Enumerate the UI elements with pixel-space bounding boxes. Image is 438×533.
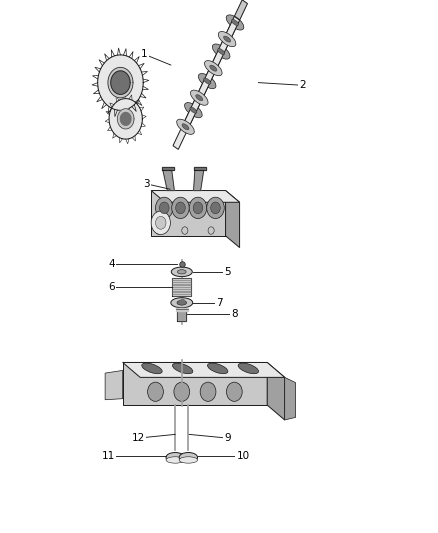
Circle shape [148,382,163,401]
Polygon shape [123,362,267,405]
Polygon shape [226,191,240,247]
Circle shape [172,197,189,219]
Ellipse shape [166,457,184,463]
Ellipse shape [223,36,231,42]
Ellipse shape [238,363,258,374]
Polygon shape [117,109,134,129]
Text: 11: 11 [102,451,115,461]
Text: 6: 6 [108,282,115,292]
Circle shape [182,227,188,235]
Ellipse shape [208,363,228,374]
Ellipse shape [205,61,222,76]
Circle shape [207,197,224,219]
Polygon shape [176,308,188,311]
Circle shape [176,202,185,214]
Text: 7: 7 [215,298,223,308]
Ellipse shape [142,363,162,374]
Ellipse shape [177,119,194,134]
Circle shape [208,227,214,235]
Ellipse shape [212,44,230,59]
Ellipse shape [179,453,198,462]
Circle shape [200,382,216,401]
Ellipse shape [190,107,197,113]
Polygon shape [177,309,186,321]
Text: 5: 5 [224,267,231,277]
Ellipse shape [204,78,211,84]
Polygon shape [98,55,143,110]
Text: 9: 9 [224,433,231,443]
Polygon shape [108,67,133,98]
Ellipse shape [191,90,208,105]
Polygon shape [151,191,240,203]
Ellipse shape [173,363,193,374]
Circle shape [155,227,162,235]
Ellipse shape [171,267,192,277]
Text: 2: 2 [299,80,306,90]
Polygon shape [194,167,206,171]
Ellipse shape [177,301,187,305]
Polygon shape [123,362,285,377]
Polygon shape [181,0,247,133]
Ellipse shape [171,297,193,308]
Text: 1: 1 [141,50,148,59]
Ellipse shape [179,457,198,463]
Ellipse shape [231,19,239,26]
Polygon shape [105,370,123,400]
Text: 4: 4 [108,259,115,269]
Polygon shape [151,191,226,236]
Ellipse shape [218,31,236,47]
Circle shape [226,382,242,401]
Polygon shape [109,99,142,139]
Ellipse shape [166,453,184,462]
Polygon shape [120,112,131,125]
Ellipse shape [196,95,203,101]
Text: 8: 8 [231,310,238,319]
Polygon shape [194,171,204,191]
Ellipse shape [184,102,202,118]
Circle shape [159,202,169,214]
Text: 3: 3 [143,179,150,189]
Circle shape [155,216,166,229]
Text: 10: 10 [237,451,250,461]
Polygon shape [162,167,174,171]
Circle shape [189,197,207,219]
Ellipse shape [226,15,244,30]
Polygon shape [285,377,296,420]
Circle shape [174,382,190,401]
Polygon shape [111,71,130,94]
Text: 12: 12 [131,433,145,443]
Polygon shape [173,17,240,149]
Circle shape [155,197,173,219]
Polygon shape [163,171,174,191]
Circle shape [151,211,170,235]
Ellipse shape [198,74,216,88]
Polygon shape [172,278,191,296]
Polygon shape [267,362,285,420]
Ellipse shape [177,270,186,274]
Ellipse shape [182,124,189,130]
Circle shape [211,202,220,214]
Ellipse shape [210,65,217,71]
Circle shape [193,202,203,214]
Ellipse shape [218,49,225,54]
